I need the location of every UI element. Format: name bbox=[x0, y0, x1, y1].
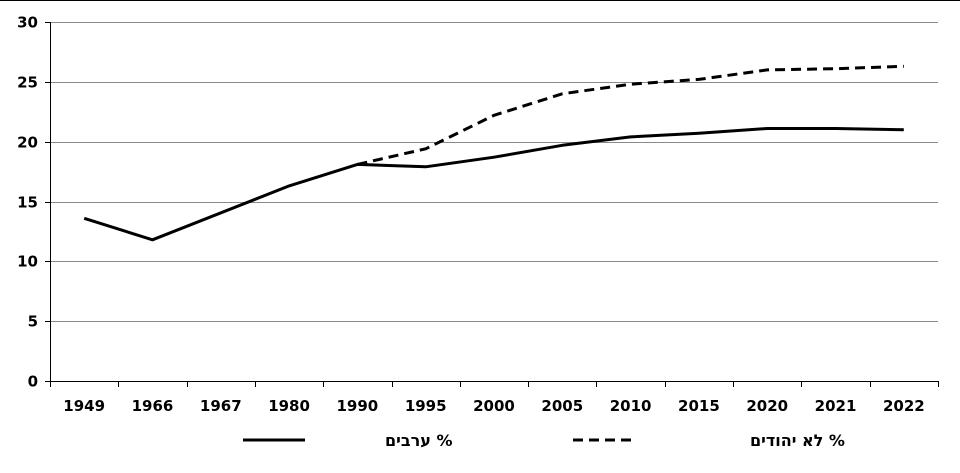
x-tick-label: 1949 bbox=[63, 397, 105, 415]
y-tick-label: 0 bbox=[28, 373, 38, 391]
legend-label-1: % לא יהודים bbox=[750, 431, 845, 450]
x-tick-label: 2005 bbox=[541, 397, 583, 415]
y-tick-label: 25 bbox=[17, 74, 38, 92]
legend: % ערבים % לא יהודים bbox=[243, 431, 845, 450]
x-tick-label: 1980 bbox=[268, 397, 310, 415]
series-line-0 bbox=[83, 127, 904, 242]
y-tick-label: 5 bbox=[28, 313, 38, 331]
x-tick-label: 1995 bbox=[405, 397, 447, 415]
x-tick-label: 1966 bbox=[132, 397, 174, 415]
x-tick-label: 2015 bbox=[678, 397, 720, 415]
legend-label-0: % ערבים bbox=[385, 431, 453, 450]
y-tick-label: 30 bbox=[17, 14, 38, 32]
axes bbox=[0, 0, 960, 382]
x-tick-label: 1967 bbox=[200, 397, 242, 415]
gridlines bbox=[50, 22, 938, 322]
x-tick-label: 2022 bbox=[883, 397, 925, 415]
y-axis-ticks: 0 5 10 15 20 25 30 bbox=[17, 14, 50, 391]
series-line-1 bbox=[357, 64, 904, 166]
x-tick-label: 2020 bbox=[746, 397, 788, 415]
x-axis-ticks: 1949 1966 1967 1980 1990 1995 2000 2005 2010 2015… bbox=[50, 381, 939, 415]
y-tick-label: 10 bbox=[17, 253, 38, 271]
series-lines bbox=[83, 64, 904, 242]
x-tick-label: 2010 bbox=[610, 397, 652, 415]
y-tick-label: 15 bbox=[17, 194, 38, 212]
x-tick-label: 2021 bbox=[815, 397, 857, 415]
x-tick-label: 1990 bbox=[337, 397, 379, 415]
x-tick-label: 2000 bbox=[473, 397, 515, 415]
y-tick-label: 20 bbox=[17, 134, 38, 152]
